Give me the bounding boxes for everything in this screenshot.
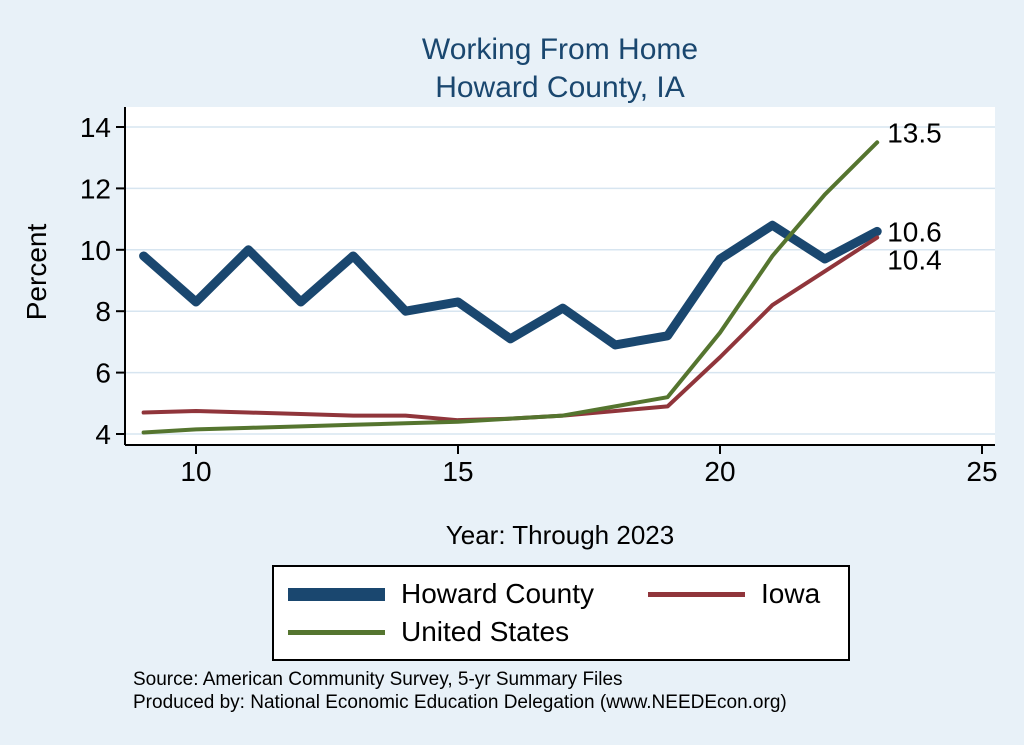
source-note: Source: American Community Survey, 5-yr … [133, 668, 787, 714]
end-label-howard-county: 10.6 [887, 216, 942, 247]
y-tick-label: 10 [80, 235, 111, 266]
legend-swatch-howard-county [288, 587, 385, 601]
y-tick-label: 4 [95, 419, 111, 450]
legend-item-iowa: Iowa [648, 578, 834, 610]
legend-item-howard-county: Howard County [288, 578, 648, 610]
source-line1: Source: American Community Survey, 5-yr … [133, 669, 623, 690]
legend-item-united-states: United States [288, 616, 648, 648]
source-line2: Produced by: National Economic Education… [133, 692, 787, 713]
end-label-iowa: 10.4 [887, 245, 942, 276]
chart-title-line2: Howard County, IA [435, 71, 685, 104]
x-tick-label: 15 [442, 456, 473, 487]
y-tick-label: 14 [80, 112, 111, 143]
legend-swatch-united-states [288, 629, 385, 635]
y-tick-label: 8 [95, 296, 111, 327]
y-tick-label: 12 [80, 173, 111, 204]
x-tick-label: 25 [966, 456, 997, 487]
legend-label-howard-county: Howard County [401, 578, 594, 609]
end-label-united-states: 13.5 [887, 117, 942, 148]
y-tick-label: 6 [95, 358, 111, 389]
line-series-united-states [141, 140, 880, 435]
chart-title: Working From Home Howard County, IA [422, 31, 698, 107]
line-series-howard-county [139, 220, 882, 350]
legend-swatch-iowa [648, 591, 745, 597]
legend-label-united-states: United States [401, 616, 570, 647]
legend: Howard County Iowa United States [272, 565, 850, 661]
x-tick-label: 10 [180, 456, 211, 487]
chart-title-line1: Working From Home [421, 33, 699, 66]
x-axis-label: Year: Through 2023 [445, 520, 675, 550]
legend-label-iowa: Iowa [761, 578, 821, 609]
x-tick-label: 20 [704, 456, 735, 487]
